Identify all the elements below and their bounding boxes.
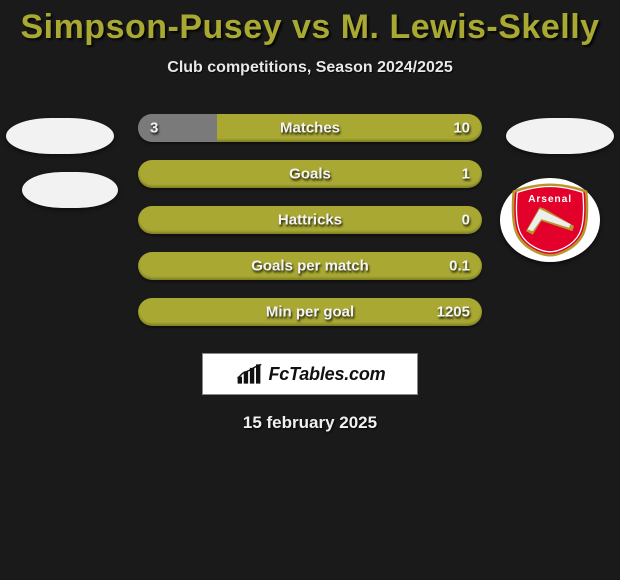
stat-right-value: 1205 (437, 304, 470, 321)
page-title: Simpson-Pusey vs M. Lewis-Skelly (0, 8, 620, 47)
stat-row: Goals 1 (0, 151, 620, 197)
stat-label: Goals (289, 166, 331, 183)
stat-label: Goals per match (251, 258, 369, 275)
stat-label: Min per goal (266, 304, 354, 321)
stat-bar-track: 3 Matches 10 (138, 114, 482, 142)
stat-label: Matches (280, 120, 340, 137)
subtitle: Club competitions, Season 2024/2025 (0, 59, 620, 77)
stat-bar-track: Goals 1 (138, 160, 482, 188)
brand-logo-box: FcTables.com (202, 353, 418, 395)
stat-rows: 3 Matches 10 Goals 1 Hattricks 0 Goals per matc… (0, 105, 620, 335)
stat-bar-track: Goals per match 0.1 (138, 252, 482, 280)
stat-right-value: 0.1 (449, 258, 470, 275)
brand-logo-text: FcTables.com (269, 364, 386, 385)
comparison-container: Simpson-Pusey vs M. Lewis-Skelly Club co… (0, 0, 620, 433)
brand-bars-icon (235, 362, 263, 386)
stat-bar-track: Hattricks 0 (138, 206, 482, 234)
stat-right-value: 1 (462, 166, 470, 183)
stat-row: Goals per match 0.1 (0, 243, 620, 289)
stat-right-value: 0 (462, 212, 470, 229)
stat-bar-track: Min per goal 1205 (138, 298, 482, 326)
stat-row: Hattricks 0 (0, 197, 620, 243)
stat-right-value: 10 (453, 120, 470, 137)
stat-label: Hattricks (278, 212, 342, 229)
stat-row: Min per goal 1205 (0, 289, 620, 335)
stat-left-value: 3 (150, 120, 158, 137)
footer-date: 15 february 2025 (0, 413, 620, 433)
stat-row: 3 Matches 10 (0, 105, 620, 151)
